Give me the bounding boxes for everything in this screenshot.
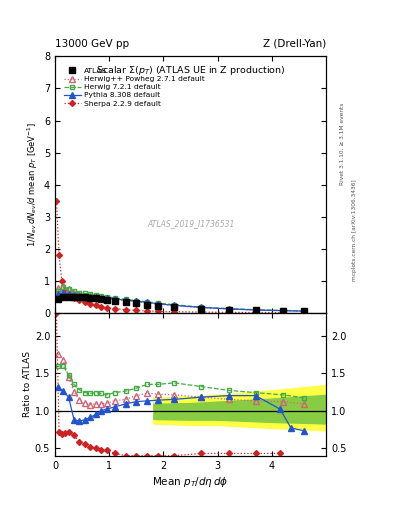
Legend: ATLAS, Herwig++ Powheg 2.7.1 default, Herwig 7.2.1 default, Pythia 8.308 default: ATLAS, Herwig++ Powheg 2.7.1 default, He… (64, 68, 204, 106)
Y-axis label: $1/N_{ev}\,dN_{ev}/d$ mean $p_T$ [GeV$^{-1}$]: $1/N_{ev}\,dN_{ev}/d$ mean $p_T$ [GeV$^{… (25, 122, 40, 247)
Text: Z (Drell-Yan): Z (Drell-Yan) (263, 38, 326, 49)
Text: ATLAS_2019_I1736531: ATLAS_2019_I1736531 (147, 219, 234, 228)
Text: 13000 GeV pp: 13000 GeV pp (55, 38, 129, 49)
Text: Scalar $\Sigma(p_T)$ (ATLAS UE in Z production): Scalar $\Sigma(p_T)$ (ATLAS UE in Z prod… (96, 64, 285, 77)
X-axis label: Mean $p_T/d\eta\,d\phi$: Mean $p_T/d\eta\,d\phi$ (152, 475, 229, 489)
Text: mcplots.cern.ch [arXiv:1306.3436]: mcplots.cern.ch [arXiv:1306.3436] (352, 180, 357, 281)
Text: Rivet 3.1.10, ≥ 3.1M events: Rivet 3.1.10, ≥ 3.1M events (340, 102, 345, 184)
Y-axis label: Ratio to ATLAS: Ratio to ATLAS (23, 351, 32, 417)
